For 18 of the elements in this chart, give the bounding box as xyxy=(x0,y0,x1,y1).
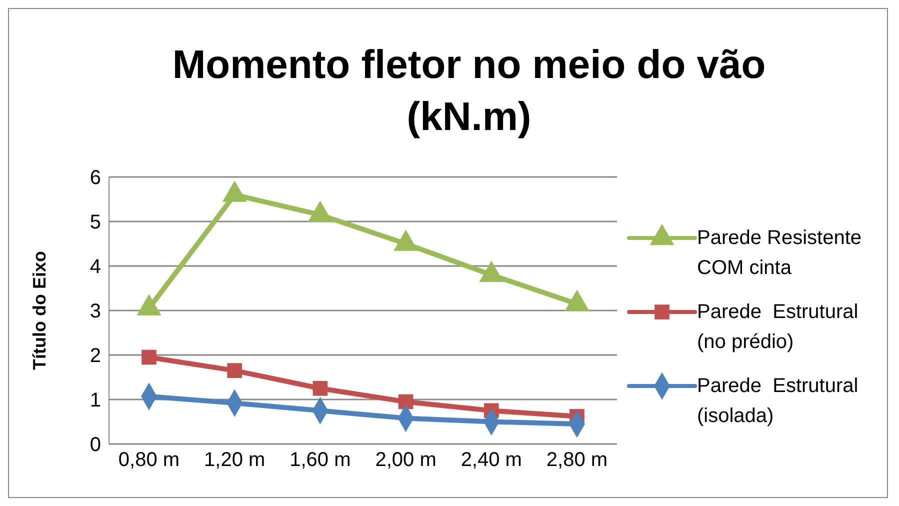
x-tick-label: 0,80 m xyxy=(118,449,180,472)
legend-label: Parede Resistente COM cinta xyxy=(697,226,863,280)
legend-label: Parede Estrutural (no prédio) xyxy=(697,300,860,354)
chart-title: Momento fletor no meio do vão (kN.m) xyxy=(171,42,767,141)
y-tick-label: 0 xyxy=(90,434,101,456)
legend-label: Parede Estrutural (isolada) xyxy=(697,374,860,428)
x-tick-label: 2,00 m xyxy=(375,449,436,472)
x-tick-label: 2,40 m xyxy=(460,449,522,472)
y-axis-title: Título do Eixo xyxy=(29,251,50,370)
x-tick-label: 1,20 m xyxy=(204,449,266,472)
y-tick-label: 5 xyxy=(90,212,101,234)
y-tick-label: 6 xyxy=(90,167,101,190)
x-tick-label: 2,80 m xyxy=(546,449,608,472)
y-tick-label: 2 xyxy=(90,345,101,368)
y-tick-label: 3 xyxy=(90,300,101,323)
y-tick-label: 4 xyxy=(90,256,101,278)
x-tick-label: 1,60 m xyxy=(290,449,351,472)
y-tick-label: 1 xyxy=(90,390,101,412)
